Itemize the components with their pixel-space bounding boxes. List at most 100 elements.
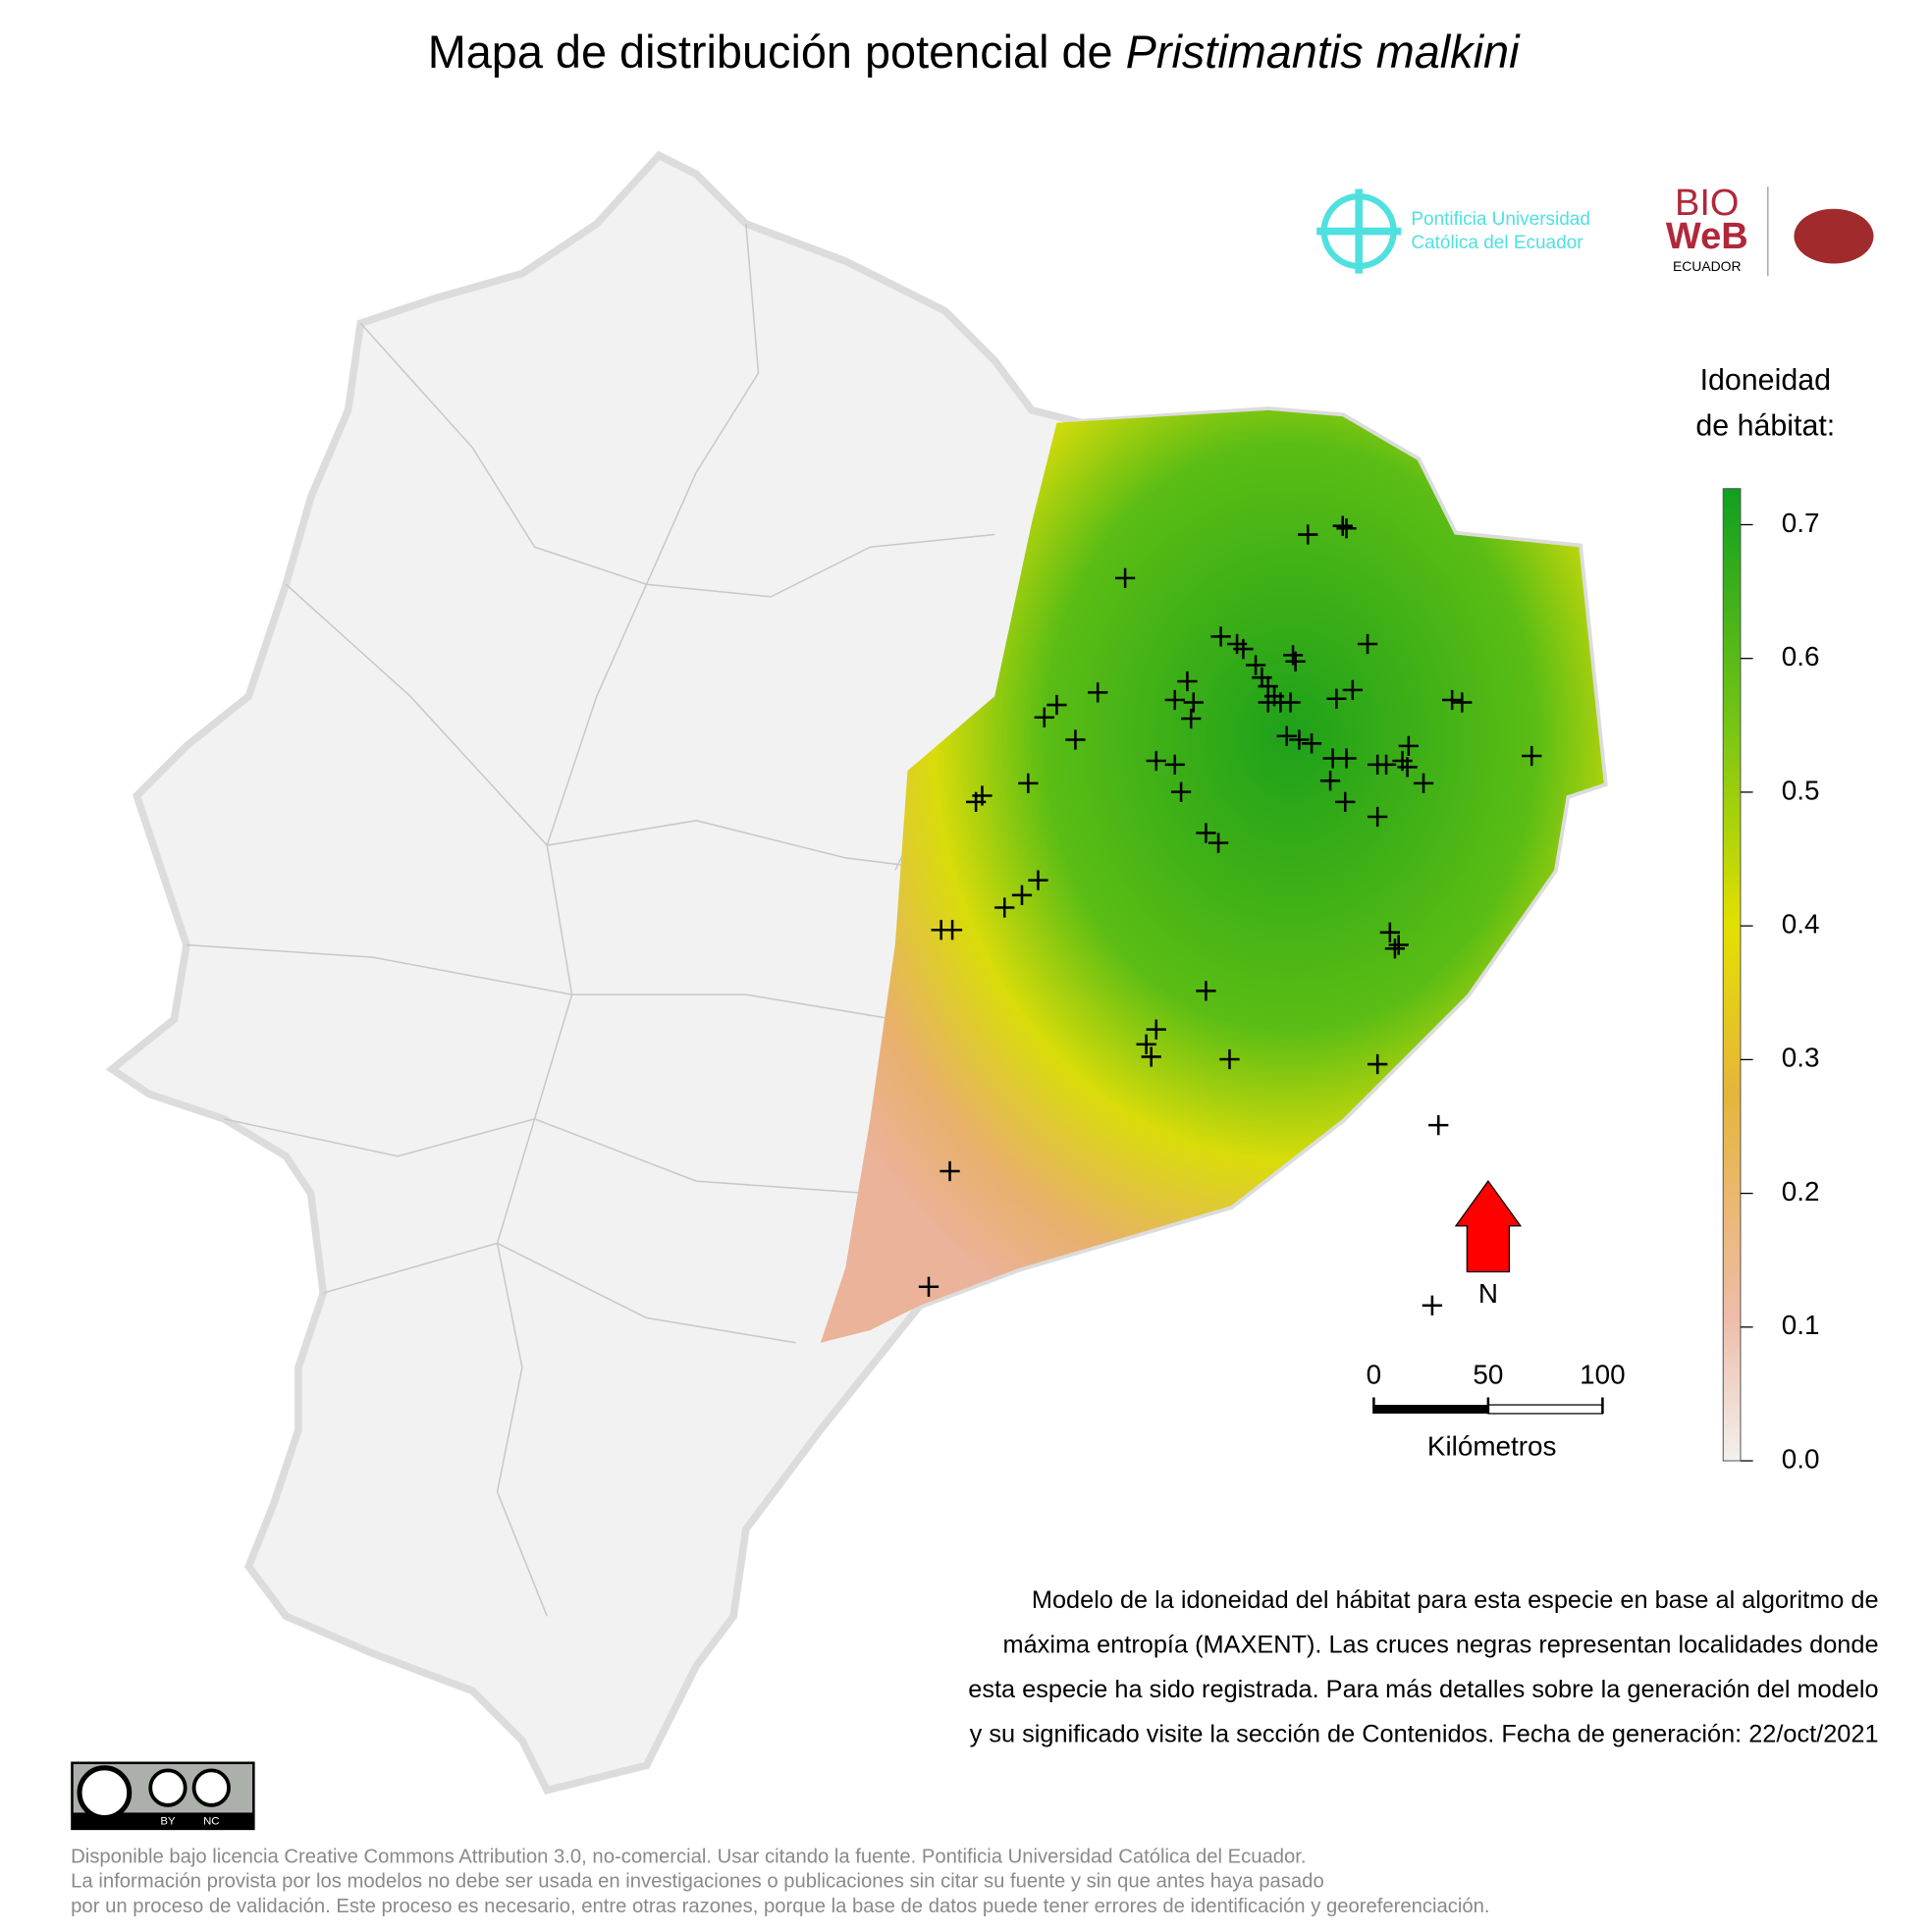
- logo-text: Católica del Ecuador: [1411, 233, 1583, 253]
- colorbar-ticks: 0.0 0.1 0.2 0.3 0.4 0.5 0.6 0.7: [1740, 508, 1820, 1474]
- legend-title: de hábitat:: [1695, 409, 1835, 443]
- occurrence-cross: [1114, 567, 1136, 589]
- occurrence-cross: [994, 897, 1015, 918]
- occurrence-cross: [1388, 935, 1409, 955]
- occurrence-cross: [1177, 671, 1198, 692]
- cc-badge: BY NC: [71, 1761, 255, 1831]
- license-line: por un proceso de validación. Este proce…: [71, 1896, 1489, 1917]
- occurrence-cross: [1301, 733, 1322, 754]
- occurrence-cross: [1046, 694, 1067, 716]
- description-line: máxima entropía (MAXENT). Las cruces neg…: [1003, 1631, 1879, 1658]
- license: Disponible bajo licencia Creative Common…: [71, 1846, 1489, 1917]
- occurrence-cross: [1368, 806, 1388, 828]
- colorbar-tick-label: 0.5: [1782, 775, 1820, 805]
- occurrence-cross: [1170, 781, 1192, 802]
- occurrence-cross: [918, 1276, 939, 1297]
- badge-text: NC: [203, 1815, 219, 1827]
- occurrence-cross: [1065, 729, 1086, 750]
- scale-tick-label: 0: [1367, 1359, 1382, 1389]
- occurrence-cross: [1208, 832, 1229, 853]
- colorbar-tick-label: 0.3: [1782, 1043, 1820, 1073]
- license-line: La información provista por los modelos …: [71, 1871, 1324, 1893]
- occurrence-cross: [1428, 1114, 1449, 1136]
- north-label: N: [1478, 1278, 1498, 1309]
- occurrence-cross: [1413, 773, 1434, 793]
- logo-puce: Pontificia Universidad Católica del Ecua…: [1316, 188, 1590, 274]
- occurrence-cross: [1422, 1295, 1443, 1315]
- occurrence-cross: [1289, 729, 1310, 750]
- occurrence-cross: [1258, 692, 1278, 713]
- occurrence-cross: [1141, 1046, 1161, 1067]
- colorbar-tick-label: 0.7: [1782, 508, 1820, 538]
- occurrence-cross: [1276, 725, 1297, 746]
- occurrence-cross: [1034, 707, 1054, 727]
- occurrence-cross: [1452, 692, 1473, 713]
- scale-segment: [1373, 1405, 1488, 1414]
- logo-bioweb: BIO WeB ECUADOR: [1666, 183, 1874, 277]
- occurrence-cross: [1298, 524, 1318, 545]
- occurrence-cross: [939, 1160, 960, 1182]
- occurrence-cross: [1285, 651, 1306, 671]
- scale-tick-label: 100: [1580, 1359, 1625, 1389]
- logo-text: BIO: [1675, 183, 1739, 224]
- scale-tick-label: 50: [1473, 1359, 1503, 1389]
- description-line: Modelo de la idoneidad del hábitat para …: [1032, 1586, 1879, 1614]
- occurrence-cross: [1336, 518, 1357, 539]
- occurrence-cross: [1398, 735, 1419, 756]
- occurrence-cross: [1442, 689, 1463, 711]
- occurrence-cross: [1245, 655, 1266, 675]
- occurrence-cross: [1375, 754, 1397, 775]
- occurrence-cross: [1319, 771, 1341, 791]
- occurrence-cross: [1335, 791, 1356, 812]
- logo-text: WeB: [1666, 216, 1748, 257]
- occurrence-cross: [1181, 708, 1202, 729]
- occurrence-cross: [1326, 688, 1347, 709]
- occurrence-cross: [1183, 692, 1204, 713]
- occurrence-cross: [1332, 515, 1353, 536]
- occurrence-cross: [1028, 870, 1048, 890]
- occurrence-cross: [1357, 633, 1378, 655]
- colorbar-tick-label: 0.2: [1782, 1176, 1820, 1207]
- occurrence-cross: [1164, 689, 1185, 711]
- colorbar: [1722, 488, 1742, 1462]
- occurrence-cross: [1210, 626, 1231, 647]
- occurrence-cross: [1233, 638, 1254, 660]
- logo-text: Pontificia Universidad: [1411, 209, 1590, 230]
- occurrence-cross: [1336, 748, 1357, 769]
- map-title: Mapa de distribución potencial de Pristi…: [428, 27, 1521, 78]
- occurrence-cross: [965, 791, 987, 812]
- badge-text: BY: [160, 1815, 176, 1827]
- occurrence-cross: [1219, 1048, 1240, 1070]
- scale-bar: 0 50 100: [1367, 1359, 1626, 1415]
- occurrence-cross: [1368, 1053, 1388, 1075]
- occurrence-cross: [1018, 773, 1039, 793]
- occurrence-cross: [1379, 922, 1400, 942]
- occurrence-cross: [1146, 750, 1166, 772]
- occurrence-cross: [1164, 754, 1185, 775]
- occurrence-cross: [1146, 1019, 1166, 1040]
- occurrence-cross: [1136, 1034, 1156, 1054]
- colorbar-tick-label: 0.0: [1782, 1443, 1820, 1474]
- occurrence-cross: [1011, 885, 1033, 905]
- occurrence-cross: [1342, 679, 1363, 700]
- description-line: y su significado visite la sección de Co…: [970, 1721, 1879, 1748]
- legend-title: Idoneidad: [1700, 363, 1831, 397]
- colorbar-tick-label: 0.4: [1782, 909, 1820, 939]
- occurrence-cross: [1196, 981, 1216, 1001]
- north-arrow: N: [1454, 1180, 1523, 1309]
- occurrence-cross: [1522, 745, 1542, 767]
- description: Modelo de la idoneidad del hábitat para …: [968, 1586, 1878, 1748]
- occurrence-cross: [1088, 682, 1108, 703]
- occurrence-cross: [1280, 692, 1301, 713]
- occurrence-cross: [1196, 823, 1216, 843]
- scale-label: Kilómetros: [1427, 1431, 1557, 1462]
- occurrence-cross: [1397, 757, 1418, 778]
- colorbar-tick-label: 0.1: [1782, 1310, 1820, 1340]
- description-line: esta especie ha sido registrada. Para má…: [968, 1676, 1878, 1703]
- scale-segment: [1487, 1404, 1604, 1415]
- occurrence-cross: [1384, 939, 1406, 959]
- title-text: Mapa de distribución potencial de: [428, 27, 1126, 78]
- occurrence-points: [918, 515, 1542, 1315]
